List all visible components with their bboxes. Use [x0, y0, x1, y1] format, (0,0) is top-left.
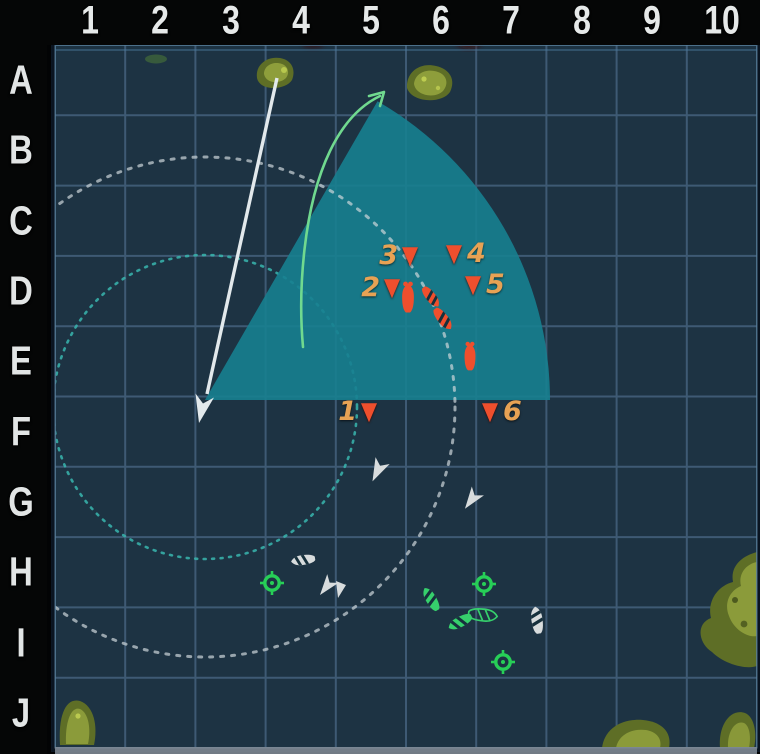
column-label-8: 8 [572, 0, 591, 43]
row-label-J: J [11, 689, 31, 736]
island-a6 [406, 65, 453, 101]
column-label-2: 2 [151, 0, 170, 43]
column-label-5: 5 [361, 0, 380, 43]
row-label-B: B [9, 126, 33, 173]
row-label-E: E [10, 337, 32, 384]
island-bottom-left [59, 700, 96, 745]
firing-sector [205, 101, 550, 400]
row-label-A: A [9, 56, 33, 103]
row-label-G: G [8, 478, 34, 525]
island-right [700, 552, 757, 668]
row-label-D: D [9, 267, 33, 314]
column-label-3: 3 [221, 0, 240, 43]
row-label-C: C [9, 197, 33, 244]
white-annotation-arrow [195, 77, 279, 423]
column-label-1: 1 [81, 0, 99, 43]
row-label-H: H [9, 548, 33, 595]
island-bottom [602, 719, 670, 748]
route-arrow [299, 90, 386, 349]
bottom-edge-strip [55, 747, 757, 754]
row-label-F: F [10, 408, 32, 455]
island-a4 [256, 57, 294, 88]
island-a2-sliver [145, 54, 167, 64]
ally-ship-fragment-icon [336, 581, 346, 598]
islands [59, 54, 757, 748]
column-labels: 1 2 3 4 5 6 7 8 9 10 [0, 0, 760, 45]
column-label-4: 4 [291, 0, 310, 43]
island-bottom-right [719, 712, 756, 748]
render-range-circle [55, 155, 457, 659]
column-label-7: 7 [502, 0, 521, 43]
row-label-I: I [16, 619, 26, 666]
column-label-10: 10 [704, 0, 740, 43]
detection-range-circle [55, 253, 359, 561]
column-label-6: 6 [432, 0, 450, 43]
column-label-9: 9 [642, 0, 661, 43]
